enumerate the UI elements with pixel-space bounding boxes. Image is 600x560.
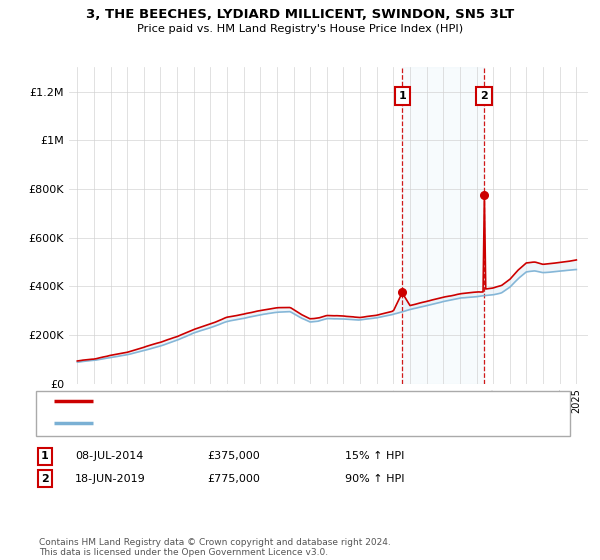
Text: 90% ↑ HPI: 90% ↑ HPI	[345, 474, 404, 484]
Text: £375,000: £375,000	[207, 451, 260, 461]
Text: 18-JUN-2019: 18-JUN-2019	[75, 474, 146, 484]
Text: 3, THE BEECHES, LYDIARD MILLICENT, SWINDON, SN5 3LT (detached house): 3, THE BEECHES, LYDIARD MILLICENT, SWIND…	[99, 396, 494, 406]
Text: 08-JUL-2014: 08-JUL-2014	[75, 451, 143, 461]
Text: £775,000: £775,000	[207, 474, 260, 484]
Bar	[403, 67, 484, 384]
Text: 1: 1	[398, 91, 406, 101]
Text: HPI: Average price, detached house, Wiltshire: HPI: Average price, detached house, Wilt…	[99, 418, 338, 428]
Text: 1: 1	[41, 451, 49, 461]
Text: 2: 2	[481, 91, 488, 101]
Text: Price paid vs. HM Land Registry's House Price Index (HPI): Price paid vs. HM Land Registry's House …	[137, 24, 463, 34]
Text: 15% ↑ HPI: 15% ↑ HPI	[345, 451, 404, 461]
Text: Contains HM Land Registry data © Crown copyright and database right 2024.
This d: Contains HM Land Registry data © Crown c…	[39, 538, 391, 557]
Text: 3, THE BEECHES, LYDIARD MILLICENT, SWINDON, SN5 3LT: 3, THE BEECHES, LYDIARD MILLICENT, SWIND…	[86, 8, 514, 21]
Text: 2: 2	[41, 474, 49, 484]
